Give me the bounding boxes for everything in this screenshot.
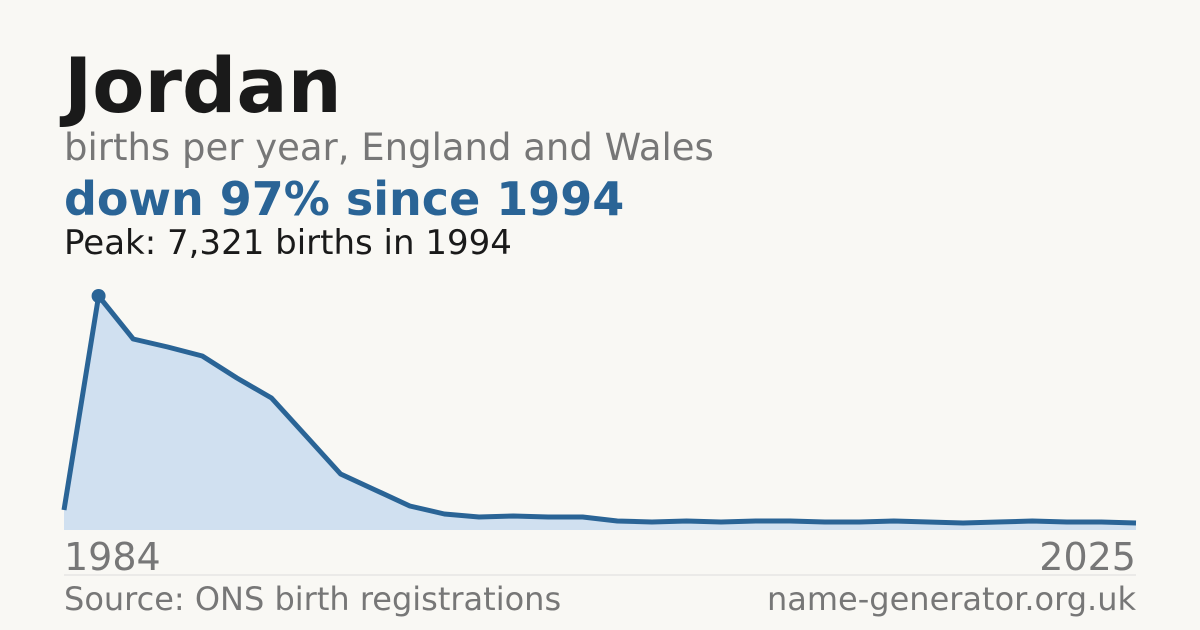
- line: [61, 293, 1137, 526]
- title: Jordan: [59, 41, 342, 130]
- peak-marker: [91, 289, 106, 303]
- subtitle: births per year, England and Wales: [64, 126, 714, 169]
- site: name-generator.org.uk: [767, 580, 1136, 618]
- x-tick-label: 2025: [1039, 535, 1136, 579]
- plot: 1984 2025: [61, 289, 1137, 579]
- source: Source: ONS birth registrations: [64, 580, 561, 618]
- x-tick-label: 1984: [64, 535, 161, 579]
- headline: down 97% since 1994: [64, 172, 624, 226]
- area: [64, 296, 1136, 530]
- peak-note: Peak: 7,321 births in 1994: [64, 223, 512, 263]
